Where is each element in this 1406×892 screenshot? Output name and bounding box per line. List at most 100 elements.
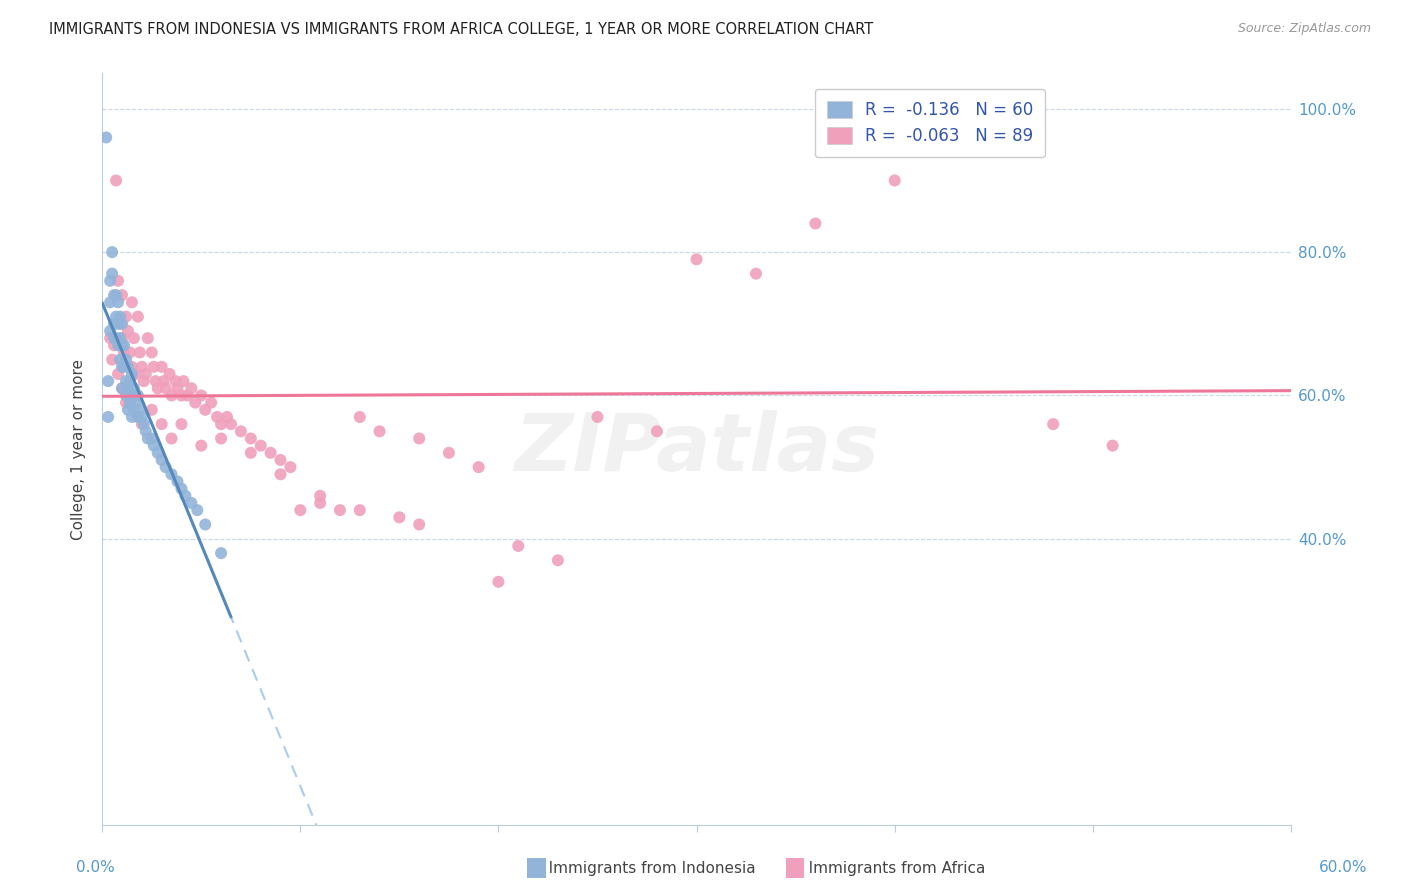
Point [963,123,986,137]
Point [1042,417,1064,431]
Point [174,489,197,503]
Point [117,359,139,374]
Point [160,467,183,482]
Point [205,409,228,424]
Point [108,310,131,324]
Point [142,439,165,453]
Point [115,395,138,409]
Text: Immigrants from Africa: Immigrants from Africa [794,861,986,876]
Point [270,467,292,482]
Point [547,553,569,567]
Point [180,381,202,395]
Point [165,374,187,388]
Point [111,338,134,352]
Point [108,317,131,331]
Point [229,425,252,439]
Point [172,374,194,388]
Point [467,460,489,475]
Point [98,324,121,338]
Point [349,503,371,517]
Legend: R =  -0.136   N = 60, R =  -0.063   N = 89: R = -0.136 N = 60, R = -0.063 N = 89 [815,89,1045,157]
Point [160,432,183,446]
Point [115,388,138,402]
Point [121,388,143,402]
Point [118,345,141,359]
Point [388,510,411,524]
Point [111,317,134,331]
Point [105,310,128,324]
Point [98,274,121,288]
Point [117,324,139,338]
Point [121,409,143,424]
Point [131,417,153,431]
Point [127,409,149,424]
Point [488,574,510,589]
Point [259,446,281,460]
Point [131,409,153,424]
Point [135,367,157,381]
Point [136,432,159,446]
Point [97,374,120,388]
Point [105,173,128,187]
Point [111,359,134,374]
Point [150,417,173,431]
Point [150,359,173,374]
Point [127,310,149,324]
Point [121,295,143,310]
Point [118,374,141,388]
Point [408,432,430,446]
Point [194,402,217,417]
Point [108,352,131,367]
Point [368,425,391,439]
Point [98,331,121,345]
Point [215,409,238,424]
Point [508,539,530,553]
Point [135,425,157,439]
Point [586,409,609,424]
Text: Immigrants from Indonesia: Immigrants from Indonesia [534,861,756,876]
Point [186,503,208,517]
Point [685,252,707,267]
Point [145,374,167,388]
Point [152,374,174,388]
Point [141,345,163,359]
Point [349,409,371,424]
Point [132,374,155,388]
Point [209,432,232,446]
Point [101,352,124,367]
Point [170,388,193,402]
Text: 60.0%: 60.0% [1319,861,1367,875]
Point [155,460,177,475]
Point [170,482,193,496]
Point [122,381,145,395]
Point [103,331,125,345]
Point [146,446,169,460]
Point [280,460,302,475]
Point [128,402,150,417]
Point [141,432,163,446]
Point [122,331,145,345]
Point [645,425,668,439]
Point [96,130,118,145]
Point [408,517,430,532]
Point [108,331,131,345]
Point [219,417,242,431]
Point [111,381,134,395]
Point [105,288,128,302]
Point [131,359,153,374]
Point [111,331,134,345]
Point [117,381,139,395]
Point [146,381,169,395]
Point [180,496,202,510]
Point [249,439,271,453]
Point [309,496,332,510]
Point [128,345,150,359]
Point [121,388,143,402]
Point [141,402,163,417]
Point [239,446,262,460]
Point [127,388,149,402]
Point [117,402,139,417]
Point [112,338,135,352]
Point [115,310,138,324]
Point [136,331,159,345]
